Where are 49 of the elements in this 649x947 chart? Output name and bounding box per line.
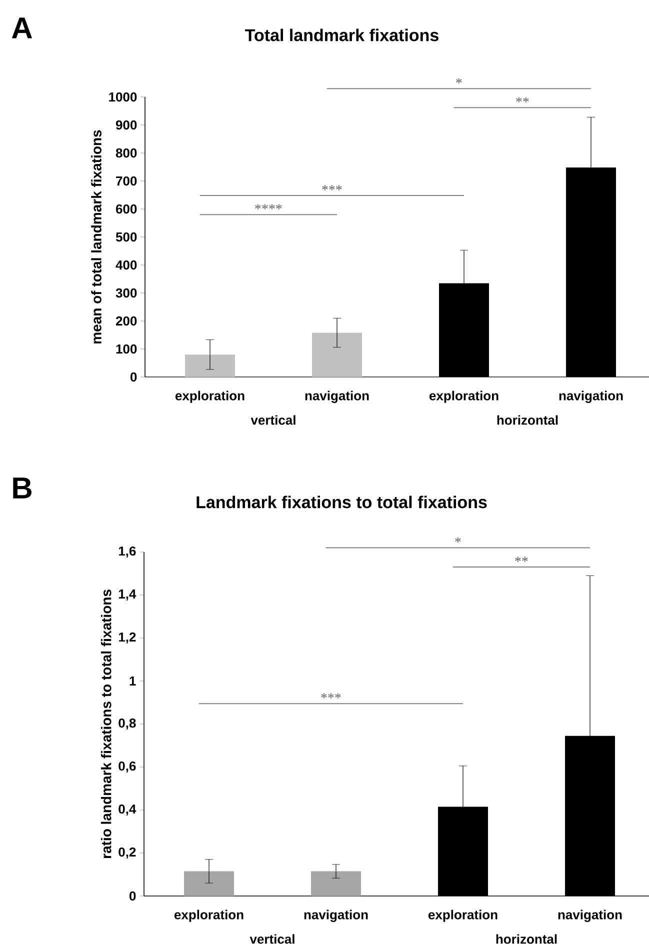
chart-title: Total landmark fixations: [245, 28, 438, 42]
x-tick-label: navigation: [558, 910, 622, 922]
y-tick-label: 800: [116, 148, 137, 158]
annotation: ***: [322, 185, 342, 190]
y-tick-label: 400: [116, 260, 137, 270]
bar: [184, 871, 234, 896]
x-tick-label: exploration: [174, 910, 244, 922]
x-tick-label: exploration: [429, 390, 498, 403]
y-tick-label: 1000: [109, 92, 137, 102]
y-tick-label: 900: [116, 120, 137, 130]
annotation: **: [515, 556, 528, 562]
text: *: [456, 78, 462, 84]
y-tick-label: 600: [116, 204, 137, 214]
y-tick-label: 0: [130, 372, 137, 382]
annotation: **: [516, 97, 529, 102]
y-tick-label: 500: [116, 232, 137, 242]
annotation: ***: [321, 693, 341, 698]
y-tick-label: 1: [130, 676, 136, 686]
bar: [312, 332, 362, 377]
y-tick-label: 200: [116, 316, 137, 326]
y-tick-label: 0,6: [118, 761, 136, 773]
x-tick-label: exploration: [428, 910, 498, 922]
y-tick-label: 700: [116, 176, 137, 186]
annotation: ****: [255, 204, 282, 210]
bar: [185, 354, 235, 377]
y-tick-label: 1,2: [118, 632, 136, 644]
text: B: [13, 478, 32, 498]
text: horizontal: [496, 934, 557, 944]
text: horizontal: [497, 415, 558, 425]
x-tick-label: exploration: [175, 390, 244, 403]
text: *: [455, 537, 461, 542]
x-tick-label: navigation: [305, 390, 369, 403]
y-tick-label: 0,4: [118, 804, 136, 816]
y-tick-label: 1,6: [118, 546, 136, 558]
y-tick-label: 0,8: [118, 718, 136, 730]
y-tick-label: 0,2: [118, 847, 136, 859]
y-axis-title: mean of total landmark fixations: [91, 130, 102, 344]
bar: [311, 871, 361, 896]
y-tick-label: 0: [129, 891, 136, 901]
y-tick-label: 300: [116, 288, 137, 298]
text: vertical: [250, 415, 296, 425]
y-tick-label: 100: [116, 344, 137, 354]
text: vertical: [250, 934, 294, 944]
text: A: [12, 18, 32, 38]
y-tick-label: 1,4: [118, 590, 136, 600]
chart-title: Landmark fixations to total fixations: [196, 496, 487, 508]
x-tick-label: navigation: [559, 390, 623, 403]
y-axis-title: ratio landmark fixations to total fixations: [100, 590, 112, 858]
x-tick-label: navigation: [304, 910, 368, 922]
